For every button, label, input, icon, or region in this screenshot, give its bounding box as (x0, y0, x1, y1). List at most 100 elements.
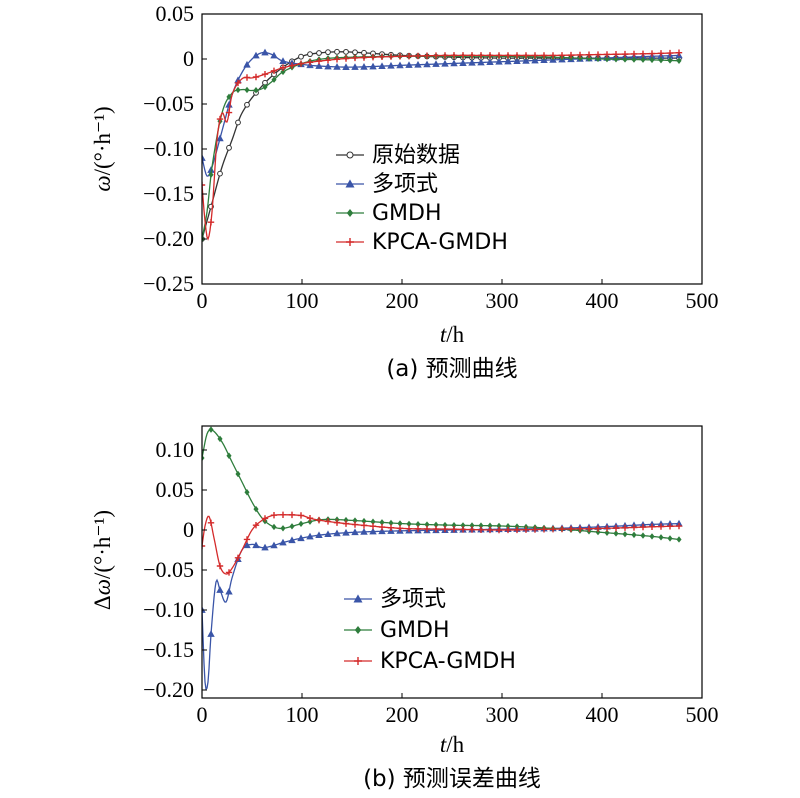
panel-b-series-0-point (261, 543, 269, 551)
panel-b-series-0-point (360, 528, 368, 535)
panel-a-legend-marker-1 (345, 179, 355, 188)
panel-b-series-1-point (370, 518, 376, 525)
panel-b-xtick-label: 100 (286, 702, 319, 727)
panel-a-series-0-point (226, 144, 232, 151)
panel-a-series-3-point (639, 50, 647, 57)
panel-b-series-2-point (486, 526, 494, 534)
panel-b-series-1-point (298, 520, 304, 528)
panel-a-series-3-point (342, 55, 350, 62)
panel-a-series-3-point (549, 52, 557, 59)
panel-b-xtick-label: 300 (486, 702, 519, 727)
panel-b-series-2-point (585, 525, 593, 532)
panel-b-legend-label-1: GMDH (380, 618, 450, 643)
panel-a-series-1-point (243, 60, 251, 68)
panel-b-series-2-point (378, 523, 386, 531)
panel-a-series-1-point (423, 60, 431, 68)
panel-b-series-2-point (459, 526, 467, 533)
panel-b-series-1-point (667, 535, 673, 542)
panel-b-series-2-point (675, 522, 683, 530)
panel-a-series-1-point (270, 51, 278, 59)
panel-a-series-3-point (261, 70, 269, 78)
panel-a-series-3-point (468, 52, 476, 59)
panel-b-xtick-label: 0 (197, 702, 208, 727)
panel-b-ylabel-prefix: Δ (90, 595, 115, 610)
panel-b-series-2-point (297, 512, 305, 519)
panel-a-series-3-point (585, 51, 593, 58)
panel-b-series-2-point (621, 524, 629, 531)
panel-b-ytick-label: −0.15 (143, 637, 194, 662)
panel-a-series-group (202, 48, 683, 243)
panel-b-series-0-point (315, 531, 323, 539)
panel-a-series-0-point (343, 48, 349, 55)
panel-b-series-1-point (202, 454, 205, 462)
panel-b-series-2-point (558, 525, 566, 533)
panel-b-series-2-point (333, 519, 341, 526)
panel-b-series-2-point (495, 526, 503, 534)
panel-a-ylabel: ω/(°·h⁻¹) (90, 106, 115, 191)
panel-b-series-2-point (202, 542, 206, 550)
panel-b-series-1-point (406, 520, 412, 528)
panel-a-series-1-point (477, 58, 485, 66)
panel-b-series-0-point (270, 541, 278, 549)
panel-a-xlabel: t/h (440, 322, 465, 347)
panel-a-series-2-point (226, 93, 232, 101)
panel-a-series-3-point (378, 53, 386, 61)
panel-a-series-1-point (252, 51, 260, 59)
panel-b-series-2-point (450, 526, 458, 533)
panel-a-ytick-label: −0.25 (143, 271, 194, 296)
panel-b-plot-area (202, 426, 683, 691)
panel-b-series-2-point (414, 525, 422, 533)
panel-b-series-2-point (630, 524, 638, 531)
panel-a-series-2-point (649, 56, 655, 64)
panel-a-legend-label-3: KPCA-GMDH (372, 230, 508, 255)
panel-b-ticks: 0 100 200 300 400 500 0.10 0.05 0 −0.05 −0.10 −0.15… (143, 437, 718, 727)
panel-a-series-3-point (648, 50, 656, 57)
panel-b-series-1-point (226, 452, 232, 459)
panel-b-series-2-point (306, 515, 314, 522)
panel-b-series-1-point (451, 522, 457, 529)
panel-b-series-0-point (279, 538, 287, 546)
panel-a-series-3-point (522, 52, 530, 59)
panel-a-series-1-point (225, 100, 233, 108)
panel-b-series-2-point (207, 519, 215, 526)
panel-b-legend: 多项式 GMDH KPCA-GMDH (344, 587, 516, 674)
panel-b-ytick-label: −0.05 (143, 557, 194, 582)
panel-a-series-3-point (288, 62, 296, 69)
panel-b-series-2-point (549, 525, 557, 533)
panel-b-series-1-point (676, 536, 682, 543)
panel-a-series-2-point (622, 56, 628, 63)
panel-b-series-0-point (252, 541, 260, 549)
panel-b-series-2-point (513, 526, 521, 534)
panel-b-series-2-point (324, 518, 332, 525)
panel-a-series-0-point (334, 48, 340, 55)
panel-a-series-0-point (298, 53, 304, 60)
panel-b-series-2-point (216, 562, 224, 570)
panel-a-series-1-point (369, 62, 377, 70)
panel-b-series-group (202, 426, 683, 691)
panel-a-series-3-point (612, 51, 620, 58)
panel-a-series-2-point (208, 171, 214, 178)
panel-a-ylabel-unit: /(°·h⁻¹) (90, 106, 115, 175)
panel-a-series-1-point (441, 59, 449, 67)
panel-a-series-3-point (396, 53, 404, 60)
panel-b-series-2-point (279, 511, 287, 518)
panel-b-series-1-point (460, 522, 466, 529)
panel-b-legend-label-0: 多项式 (380, 587, 446, 612)
panel-a-series-2-point (595, 55, 601, 63)
panel-a-series-3-point (531, 52, 539, 59)
panel-b-series-2-point (477, 526, 485, 533)
panel-b-series-1-point (514, 523, 520, 530)
panel-b-ylabel-unit: /(°·h⁻¹) (90, 510, 115, 579)
panel-b-series-1-point (397, 520, 403, 527)
panel-a-ticks: 0 100 200 300 400 500 0.05 0 −0.05 −0.10 −0.15 −0.2… (143, 1, 718, 313)
panel-a-ytick-label: −0.20 (143, 226, 194, 251)
panel-a-series-1-point (414, 60, 422, 68)
panel-a-series-1-point (360, 63, 368, 70)
panel-a-series-3-point (486, 52, 494, 59)
panel-a-series-3-point (567, 51, 575, 59)
panel-a-xtick-label: 500 (686, 288, 719, 313)
panel-a-series-2-point (676, 57, 682, 64)
panel-b-xtick-label: 200 (386, 702, 419, 727)
panel-b-series-2-point (531, 526, 539, 533)
